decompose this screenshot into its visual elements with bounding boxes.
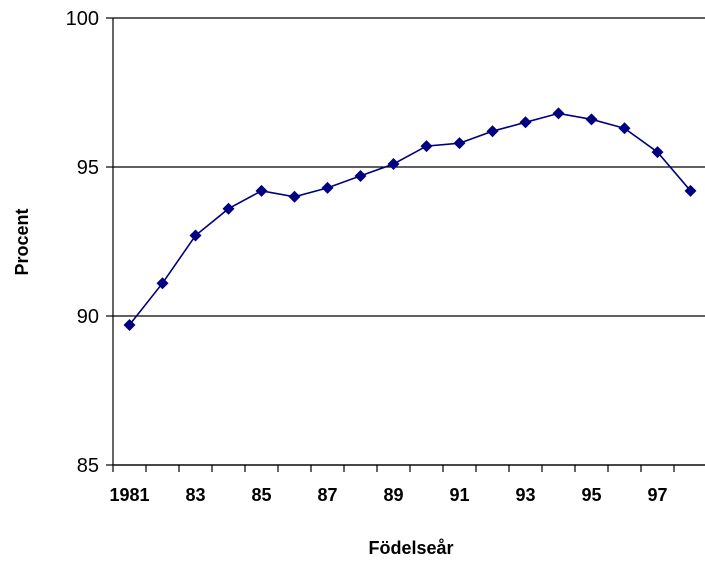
x-tick-label: 95	[581, 485, 601, 505]
y-tick-labels: 85 90 95 100	[66, 8, 99, 477]
data-point-marker	[123, 318, 136, 331]
axes	[106, 17, 705, 472]
x-tick-label: 85	[251, 485, 271, 505]
y-tick-label: 100	[66, 8, 99, 30]
data-point-marker	[552, 107, 565, 120]
y-tick-label: 85	[77, 455, 99, 477]
data-point-marker	[288, 190, 301, 203]
data-point-marker	[486, 125, 499, 138]
gridlines	[113, 17, 705, 466]
data-point-marker	[618, 122, 631, 135]
data-point-marker	[519, 116, 532, 129]
data-point-marker	[222, 202, 235, 215]
data-point-marker	[651, 146, 664, 159]
data-point-marker	[354, 169, 367, 182]
x-tick-label: 89	[383, 485, 403, 505]
x-axis-title: Födelseår	[368, 538, 453, 558]
data-point-marker	[321, 181, 334, 194]
x-tick-label: 93	[515, 485, 535, 505]
x-tick-labels: 1981 83 85 87 89 91 93 95 97	[109, 485, 667, 505]
y-axis-title: Procent	[12, 208, 32, 275]
x-tick-label: 83	[185, 485, 205, 505]
data-point-marker	[255, 184, 268, 197]
y-tick-label: 90	[77, 306, 99, 328]
data-point-marker	[387, 158, 400, 171]
x-tick-label: 97	[647, 485, 667, 505]
data-point-marker	[453, 137, 466, 150]
series-line	[128, 112, 692, 326]
x-tick-label: 87	[317, 485, 337, 505]
data-point-marker	[420, 140, 433, 153]
data-point-marker	[189, 229, 202, 242]
series-group	[123, 107, 697, 331]
y-tick-label: 95	[77, 157, 99, 179]
x-tick-label: 91	[449, 485, 469, 505]
data-point-marker	[156, 277, 169, 290]
data-point-marker	[684, 184, 697, 197]
data-point-marker	[585, 113, 598, 126]
x-tick-label: 1981	[109, 485, 149, 505]
